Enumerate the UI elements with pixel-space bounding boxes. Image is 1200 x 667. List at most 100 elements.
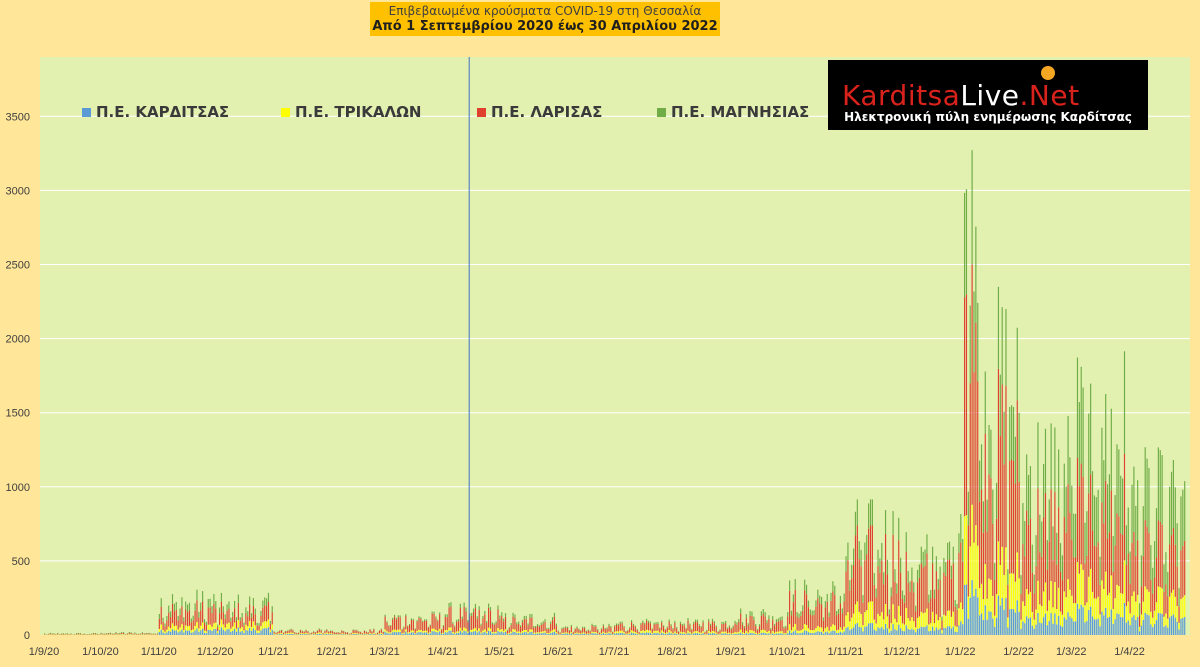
bar-segment-magnisia	[749, 611, 751, 616]
bar-segment-magnisia	[420, 617, 422, 619]
bar-segment-karditsa	[758, 634, 761, 635]
bar-segment-karditsa	[760, 632, 762, 635]
bar-segment-larisa	[687, 620, 689, 631]
bar-segment-trikala	[856, 601, 858, 624]
bar-segment-larisa	[75, 633, 78, 635]
bar-segment-karditsa	[1031, 625, 1033, 635]
bar-segment-larisa	[845, 571, 847, 616]
bar-segment-karditsa	[1007, 627, 1009, 635]
bar-segment-karditsa	[866, 626, 868, 635]
bar-segment-karditsa	[444, 632, 446, 635]
bar-segment-magnisia	[785, 625, 787, 628]
bar-segment-larisa	[109, 633, 112, 635]
bar-segment-larisa	[503, 621, 505, 631]
bar-segment-trikala	[1131, 596, 1133, 618]
bar-segment-trikala	[666, 632, 668, 634]
bar-segment-trikala	[354, 633, 356, 635]
bar-segment-larisa	[704, 632, 706, 635]
bar-segment-trikala	[1048, 600, 1050, 621]
bar-segment-larisa	[926, 553, 928, 609]
bar-segment-larisa	[567, 628, 569, 633]
bar-segment-karditsa	[190, 632, 192, 635]
bar-segment-karditsa	[811, 632, 813, 635]
bar-segment-magnisia	[1152, 567, 1154, 594]
bar-segment-trikala	[608, 631, 610, 634]
bar-segment-trikala	[894, 618, 896, 630]
bar-segment-magnisia	[220, 592, 223, 602]
bar-segment-magnisia	[1172, 460, 1174, 528]
bar-segment-larisa	[986, 531, 988, 599]
bar-segment-magnisia	[109, 632, 112, 634]
bar-segment-larisa	[1174, 544, 1176, 597]
bar-segment-magnisia	[930, 590, 932, 599]
bar-segment-larisa	[646, 620, 648, 630]
bar-segment-magnisia	[892, 511, 894, 535]
bar-segment-trikala	[1140, 614, 1143, 626]
bar-segment-trikala	[762, 629, 764, 633]
bar-segment-larisa	[241, 617, 243, 627]
bar-segment-magnisia	[804, 579, 806, 591]
bar-segment-karditsa	[1142, 619, 1144, 635]
bar-segment-magnisia	[839, 595, 841, 604]
bar-segment-trikala	[380, 632, 382, 634]
bar-segment-magnisia	[741, 622, 744, 625]
bar-segment-magnisia	[160, 598, 162, 607]
bar-segment-trikala	[403, 632, 405, 634]
bar-segment-magnisia	[320, 629, 322, 631]
bar-segment-larisa	[185, 609, 187, 626]
bar-segment-larisa	[440, 629, 443, 634]
bar-segment-larisa	[824, 607, 826, 629]
bar-segment-larisa	[789, 590, 791, 625]
bar-segment-karditsa	[273, 634, 275, 635]
bar-segment-magnisia	[924, 549, 926, 566]
bar-segment-larisa	[550, 623, 552, 632]
karditsalive-logo[interactable]: KarditsaLive.Net Ηλεκτρονική πύλη ενημέρ…	[828, 60, 1148, 130]
bar-segment-larisa	[518, 623, 520, 632]
bar-segment-magnisia	[781, 616, 783, 620]
bar-segment-trikala	[1035, 609, 1037, 625]
bar-segment-karditsa	[753, 633, 755, 635]
bar-segment-larisa	[147, 633, 149, 635]
bar-segment-magnisia	[1043, 463, 1045, 518]
bar-segment-larisa	[62, 633, 64, 635]
bar-segment-trikala	[395, 630, 397, 633]
bar-segment-karditsa	[472, 631, 475, 635]
bar-segment-larisa	[841, 613, 843, 630]
bar-segment-larisa	[614, 626, 616, 632]
bar-segment-larisa	[514, 617, 516, 630]
bar-segment-trikala	[213, 623, 215, 630]
bar-segment-trikala	[1133, 591, 1135, 616]
bar-segment-trikala	[245, 624, 247, 630]
bar-segment-larisa	[710, 625, 712, 633]
bar-segment-magnisia	[435, 616, 437, 619]
bar-segment-magnisia	[318, 628, 320, 630]
bar-segment-magnisia	[1039, 514, 1041, 553]
bar-segment-trikala	[373, 632, 375, 634]
bar-segment-trikala	[305, 632, 307, 634]
bar-segment-larisa	[392, 619, 394, 631]
bar-segment-trikala	[597, 633, 599, 634]
bar-segment-magnisia	[619, 621, 621, 624]
bar-segment-karditsa	[777, 633, 779, 635]
bar-segment-karditsa	[215, 628, 217, 635]
bar-segment-karditsa	[623, 633, 625, 635]
bar-segment-magnisia	[937, 578, 939, 590]
bar-segment-karditsa	[926, 625, 928, 635]
bar-segment-karditsa	[256, 632, 258, 635]
bar-segment-trikala	[331, 633, 334, 635]
bar-segment-trikala	[945, 615, 947, 629]
x-tick-label: 1/9/20	[29, 646, 60, 658]
bar-segment-trikala	[553, 629, 556, 632]
bar-segment-trikala	[907, 618, 909, 629]
bar-segment-magnisia	[516, 622, 518, 625]
bar-segment-karditsa	[851, 628, 853, 635]
bar-segment-karditsa	[352, 634, 354, 635]
x-tick-label: 1/11/21	[828, 646, 864, 658]
bar-segment-larisa	[638, 632, 640, 634]
bar-segment-karditsa	[980, 613, 983, 635]
bar-segment-larisa	[930, 598, 932, 624]
bar-segment-magnisia	[234, 600, 236, 609]
bar-segment-trikala	[188, 625, 191, 631]
bar-segment-trikala	[224, 627, 226, 632]
bar-segment-karditsa	[542, 632, 544, 635]
